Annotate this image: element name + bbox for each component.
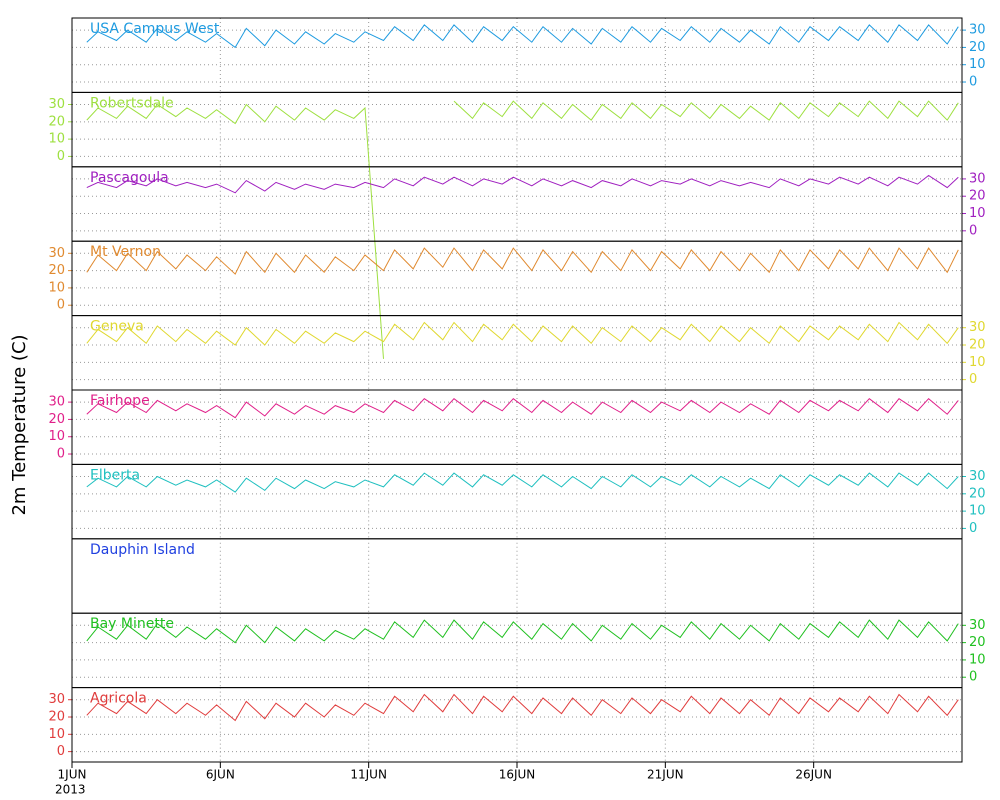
y-tick-label: 20 [969, 40, 986, 55]
series-line [86, 174, 959, 194]
y-tick-label: 10 [969, 355, 986, 370]
y-tick-label: 30 [48, 246, 65, 261]
y-tick-label: 10 [48, 727, 65, 742]
series-line [86, 472, 959, 493]
y-tick-label: 10 [969, 504, 986, 519]
y-tick-label: 30 [48, 692, 65, 707]
series-line [86, 398, 959, 419]
y-tick-label: 30 [969, 469, 986, 484]
y-tick-label: 20 [969, 635, 986, 650]
series-line [86, 247, 959, 275]
y-tick-label: 0 [57, 298, 65, 313]
station-name: USA Campus West [90, 21, 220, 37]
panel-frame [71, 612, 963, 689]
series-line [86, 24, 959, 49]
y-tick-label: 0 [969, 75, 977, 90]
y-tick-label: 30 [969, 618, 986, 633]
y-tick-label: 20 [969, 189, 986, 204]
panel-frame [71, 538, 963, 614]
series-line [86, 693, 959, 722]
y-tick-label: 20 [48, 412, 65, 427]
y-tick-label: 30 [969, 320, 986, 335]
station-name: Geneva [90, 319, 144, 335]
y-tick-label: 0 [57, 149, 65, 164]
station-name: Agricola [90, 691, 147, 707]
x-tick-label: 6JUN [206, 768, 235, 782]
panel-frame [71, 166, 963, 242]
y-tick-label: 10 [48, 280, 65, 295]
y-tick-label: 10 [48, 132, 65, 147]
panel-frame [71, 91, 963, 168]
x-tick-label: 1JUN [58, 768, 87, 782]
y-tick-label: 30 [48, 97, 65, 112]
y-tick-label: 0 [969, 223, 977, 238]
series-line [86, 619, 959, 644]
y-tick-label: 10 [48, 429, 65, 444]
y-tick-label: 10 [969, 652, 986, 667]
panel-frame [71, 315, 963, 391]
station-name: Elberta [90, 467, 140, 483]
x-tick-label: 26JUN [795, 768, 832, 782]
y-tick-label: 0 [969, 670, 977, 685]
station-name: Bay Minette [90, 616, 174, 632]
year-label: 2013 [55, 783, 86, 797]
y-tick-label: 20 [969, 338, 986, 353]
station-name: Fairhope [90, 393, 150, 409]
y-tick-label: 20 [48, 710, 65, 725]
station-name: Mt Vernon [90, 244, 161, 260]
series-line [86, 321, 959, 346]
station-name: Dauphin Island [90, 542, 195, 558]
panel-frame [71, 687, 963, 763]
y-tick-label: 10 [969, 57, 986, 72]
y-tick-label: 10 [969, 206, 986, 221]
station-name: Robertsdale [90, 95, 174, 111]
panel-frame [71, 463, 963, 540]
y-axis-label: 2m Temperature (C) [9, 334, 30, 515]
y-tick-label: 20 [969, 486, 986, 501]
station-name: Pascagoula [90, 170, 169, 186]
y-tick-label: 0 [969, 372, 977, 387]
series-line [86, 100, 959, 359]
y-tick-label: 0 [57, 447, 65, 462]
x-tick-label: 21JUN [647, 768, 684, 782]
y-tick-label: 0 [969, 521, 977, 536]
y-tick-label: 30 [48, 395, 65, 410]
y-tick-label: 30 [969, 171, 986, 186]
x-tick-label: 11JUN [350, 768, 387, 782]
y-tick-label: 20 [48, 114, 65, 129]
y-tick-label: 0 [57, 744, 65, 759]
x-tick-label: 16JUN [499, 768, 536, 782]
y-tick-label: 30 [969, 23, 986, 38]
y-tick-label: 20 [48, 263, 65, 278]
